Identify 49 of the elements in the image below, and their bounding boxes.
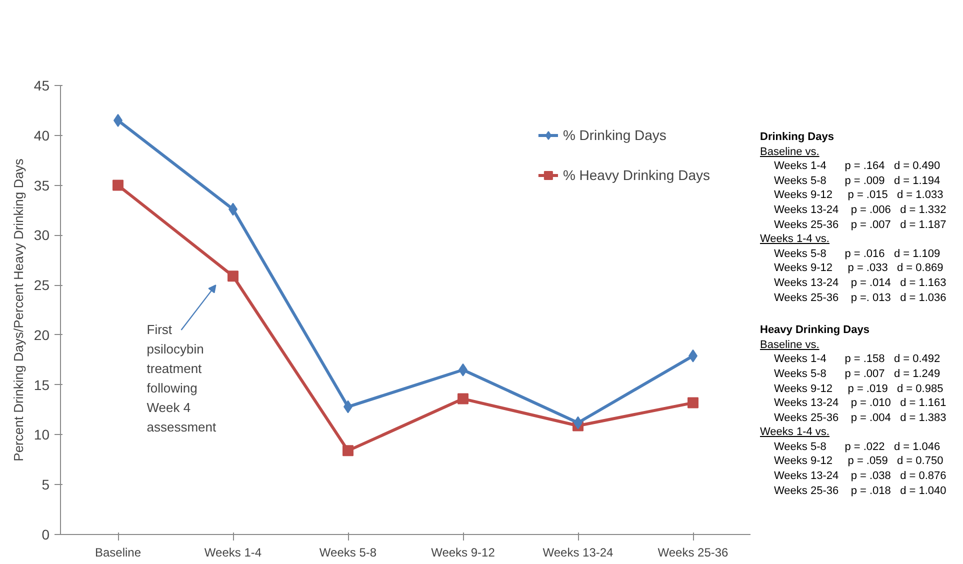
y-tick-label: 35 (34, 177, 50, 194)
y-axis-title: Percent Drinking Days/Percent Heavy Drinking Days (10, 158, 26, 462)
y-tick-label: 15 (34, 376, 50, 393)
text: Weeks 9-12 p = .019 d = 0.985 (773, 382, 944, 396)
point (342, 445, 354, 456)
y-tick-label: 25 (34, 277, 50, 294)
text: Weeks 13-24 p = .006 d = 1.332 (773, 202, 946, 218)
y-tick-label: 5 (42, 476, 50, 493)
legend-label: % Drinking Days (562, 127, 666, 143)
text: Weeks 1-4 vs. (760, 425, 830, 440)
text: Weeks 25-36 p = .004 d = 1.383 (773, 410, 946, 426)
text: Weeks 9-12 p = .059 d = 0.750 (773, 454, 944, 470)
text: Weeks 5-8 p = .016 d = 1.109 (773, 246, 942, 262)
text: Weeks 1-4 vs. (760, 232, 830, 247)
text: Weeks 9-12 p = .015 d = 1.033 (773, 188, 944, 203)
x-tick-label: Weeks 25-36 (658, 546, 729, 560)
y-tick-label: 20 (34, 326, 50, 343)
text: Weeks 25-36 p =. 013 d = 1.036 (773, 290, 946, 306)
text: Weeks 5-8 p = .022 d = 1.046 (773, 440, 942, 454)
y-tick-label: 30 (34, 227, 50, 244)
annotation: First psilocybin treatment following Week 4 assessment (146, 322, 216, 435)
text: Baseline vs. (760, 338, 820, 352)
y-tick-label: 0 (42, 526, 50, 542)
text: Drinking Days (760, 130, 835, 145)
point (228, 270, 238, 282)
y-tick-label: 10 (34, 426, 50, 443)
text: Weeks 13-24 p = .014 d = 1.163 (773, 276, 946, 291)
legend-label: % Heavy Drinking Days (562, 167, 710, 183)
text: Baseline vs. (760, 144, 820, 160)
point (458, 393, 468, 404)
x-tick-label: Baseline (94, 546, 142, 560)
text: Weeks 9-12 p = .033 d = 0.869 (773, 261, 944, 276)
x-tick-label: Weeks 5-8 (319, 546, 377, 560)
point (112, 180, 124, 191)
text: Weeks 13-24 p = .038 d = 0.876 (773, 469, 946, 484)
text: Weeks 5-8 p = .009 d = 1.194 (773, 174, 942, 188)
text: Weeks 5-8 p = .007 d = 1.249 (773, 366, 942, 382)
text: Weeks 1-4 p = .158 d = 0.492 (773, 352, 942, 367)
x-tick-label: Weeks 13-24 (542, 546, 614, 560)
point (688, 397, 698, 408)
text: Weeks 25-36 p = .007 d = 1.187 (773, 218, 946, 232)
text: Weeks 1-4 p = .164 d = 0.490 (773, 159, 942, 174)
text: Weeks 25-36 p = .018 d = 1.040 (773, 484, 946, 498)
x-tick-label: Weeks 1-4 (204, 546, 262, 560)
text: Heavy Drinking Days (760, 323, 870, 338)
y-tick-label: 45 (34, 78, 50, 94)
y-tick-label: 40 (34, 127, 50, 144)
text: Weeks 13-24 p = .010 d = 1.161 (773, 396, 946, 411)
x-tick-label: Weeks 9-12 (431, 546, 496, 560)
